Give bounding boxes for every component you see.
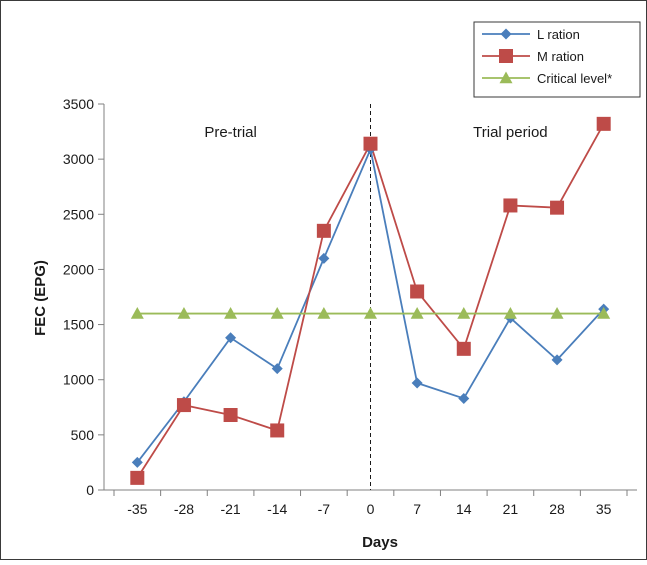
y-tick-label: 500 [71, 427, 95, 443]
y-axis-title: FEC (EPG) [32, 260, 49, 336]
series-markers [130, 116, 611, 485]
axes: 0 500 1000 1500 2000 2500 3000 3500 -35 -28 -21 -14… [63, 96, 637, 517]
data-point-l-ration [551, 354, 563, 366]
data-point-critical-level [550, 307, 564, 319]
legend-marker-l-ration [500, 28, 512, 40]
legend-marker-m-ration [499, 49, 513, 63]
y-tick-label: 3000 [63, 151, 94, 167]
data-point-m-ration [223, 408, 238, 423]
data-point-m-ration [130, 470, 145, 485]
x-tick-label: -28 [174, 501, 194, 517]
annotation-label: Pre-trial [204, 124, 257, 141]
x-tick-label: -14 [267, 501, 287, 517]
x-tick-label: 7 [413, 501, 421, 517]
data-point-m-ration [550, 200, 565, 215]
data-point-m-ration [596, 116, 611, 131]
annotation-label: Trial period [473, 124, 547, 141]
x-tick-label: -7 [318, 501, 331, 517]
data-point-l-ration [131, 456, 143, 468]
x-tick-label: 28 [549, 501, 565, 517]
data-point-m-ration [410, 284, 425, 299]
data-point-critical-level [410, 307, 424, 319]
data-point-critical-level [457, 307, 471, 319]
data-point-m-ration [363, 136, 378, 151]
annotations: Pre-trial Trial period [204, 124, 547, 141]
data-point-critical-level [364, 307, 377, 319]
data-point-m-ration [456, 341, 471, 356]
data-point-critical-level [130, 307, 144, 319]
x-tick-label: 14 [456, 501, 472, 517]
x-tick-label: 21 [503, 501, 519, 517]
x-tick-label: 35 [596, 501, 612, 517]
y-tick-label: 2500 [63, 206, 94, 222]
data-point-critical-level [503, 307, 517, 319]
data-point-m-ration [270, 423, 285, 438]
x-tick-label: 0 [367, 501, 375, 517]
data-point-m-ration [503, 198, 518, 213]
data-point-l-ration [458, 392, 470, 404]
y-tick-label: 3500 [63, 96, 94, 112]
data-point-m-ration [316, 223, 331, 238]
y-tick-label: 1500 [63, 317, 94, 333]
data-point-l-ration [225, 332, 237, 344]
legend-label: Critical level* [537, 71, 612, 86]
data-point-l-ration [271, 363, 283, 375]
y-tick-label: 1000 [63, 372, 94, 388]
data-point-critical-level [597, 307, 611, 319]
data-point-critical-level [317, 307, 331, 319]
legend-marker-critical-level [499, 71, 513, 84]
legend-label: M ration [537, 49, 584, 64]
x-axis-title: Days [362, 534, 398, 551]
x-tick-label: -21 [220, 501, 240, 517]
data-point-m-ration [176, 398, 191, 413]
data-point-critical-level [224, 307, 238, 319]
data-point-l-ration [411, 377, 423, 389]
data-point-l-ration [318, 252, 330, 264]
data-point-critical-level [270, 307, 284, 319]
y-tick-label: 0 [86, 482, 94, 498]
x-tick-label: -35 [127, 501, 147, 517]
legend-label: L ration [537, 27, 580, 42]
y-tick-label: 2000 [63, 261, 94, 277]
legend: L ration M ration Critical level* [473, 21, 641, 98]
data-point-critical-level [177, 307, 191, 319]
